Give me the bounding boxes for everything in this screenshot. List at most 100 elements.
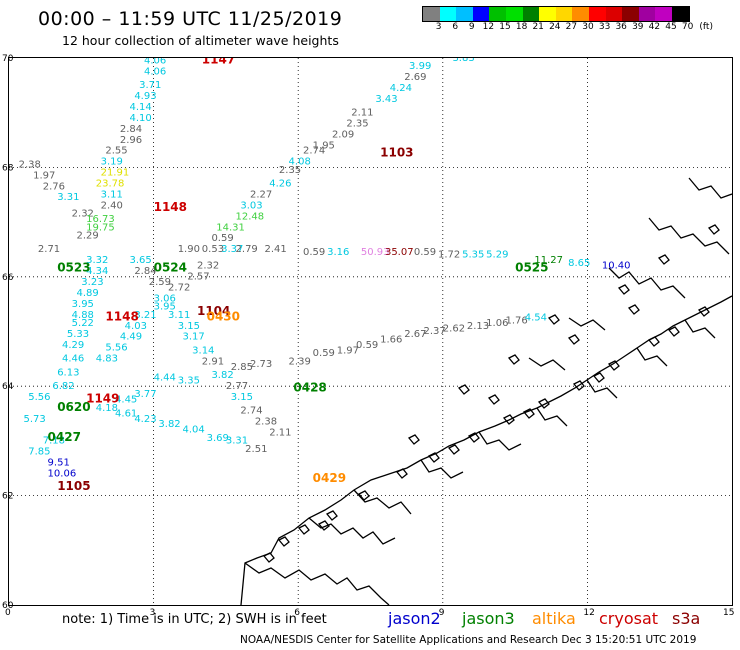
wave-height-value: 0.59 — [414, 247, 436, 258]
island-outline — [537, 398, 550, 409]
wave-height-value: 3.95 — [72, 299, 94, 310]
wave-height-value: 4.06 — [144, 58, 166, 66]
wave-height-value: 2.76 — [43, 181, 65, 192]
wave-height-value: 3.82 — [211, 370, 233, 381]
wave-height-value: 1.90 — [178, 244, 200, 255]
wave-height-value: 2.85 — [231, 362, 253, 373]
wave-height-value: 4.03 — [125, 321, 147, 332]
wave-height-value: 2.41 — [264, 244, 286, 255]
wave-height-value: 4.24 — [390, 83, 412, 94]
color-scale-tick-label: 12 — [482, 22, 495, 32]
island-outline — [572, 380, 585, 391]
track-time-label: 1103 — [380, 145, 413, 159]
island-outline — [707, 224, 720, 235]
color-scale-cell — [655, 7, 672, 21]
color-scale-tick-label: 6 — [452, 22, 459, 32]
wave-height-value: 4.49 — [120, 332, 142, 343]
track-time-label: 0525 — [515, 260, 548, 274]
island-outline — [647, 336, 660, 347]
coastline-segment — [568, 317, 606, 331]
island-outline — [447, 444, 460, 455]
island-outline — [502, 414, 515, 425]
wave-height-value: 4.44 — [154, 373, 176, 384]
coastline-segment — [536, 407, 568, 427]
wave-height-value: 4.45 — [115, 395, 137, 406]
map-panel: 3.83 3.99 2.69 4.24 3.43 2.11 2.35 2.09 1.95 2.74… — [8, 57, 733, 606]
wave-height-value: 3.21 — [134, 310, 156, 321]
wave-height-value: 4.08 — [289, 157, 311, 168]
track-time-label: 0620 — [57, 400, 90, 414]
wave-height-value: 4.14 — [130, 102, 152, 113]
wave-height-value: 2.79 — [236, 244, 258, 255]
color-scale-bar — [422, 6, 690, 22]
wave-height-value: 2.71 — [38, 244, 60, 255]
wave-height-value: 19.75 — [86, 222, 115, 233]
lon-tick-label: 0 — [5, 608, 11, 618]
coastline-segment — [586, 379, 618, 399]
island-outline — [567, 334, 580, 345]
page-subtitle: 12 hour collection of altimeter wave hei… — [62, 33, 339, 48]
wave-height-value: 2.57 — [187, 272, 209, 283]
wave-height-value: 5.33 — [67, 329, 89, 340]
wave-height-value: 4.83 — [96, 354, 118, 365]
color-scale-cell — [588, 7, 606, 21]
grid-lines — [9, 58, 732, 605]
wave-height-value: 2.77 — [226, 381, 248, 392]
wave-height-value: 8.65 — [568, 258, 590, 269]
wave-height-value: 2.67 — [404, 329, 426, 340]
track-time-label: 1148 — [105, 310, 138, 324]
wave-height-value: 10.06 — [48, 468, 77, 479]
wave-height-value: 11.27 — [534, 255, 563, 266]
wave-height-value: 2.74 — [303, 146, 325, 157]
wave-height-value: 5.22 — [72, 318, 94, 329]
coastline-segment — [688, 177, 732, 199]
track-time-label: 0429 — [313, 471, 346, 485]
wave-height-value: 0.59 — [303, 247, 325, 258]
wave-height-value: 4.23 — [134, 414, 156, 425]
footer-credit: NOAA/NESDIS Center for Satellite Applica… — [240, 634, 697, 646]
coastline-segment — [608, 267, 686, 299]
island-outline — [467, 432, 480, 443]
wave-height-value: 3.83 — [452, 58, 474, 64]
wave-height-value: 6.13 — [57, 367, 79, 378]
wave-height-value: 2.84 — [120, 124, 142, 135]
wave-height-value: 1.76 — [505, 315, 527, 326]
lon-tick-label: 12 — [583, 608, 594, 618]
wave-height-value: 3.15 — [178, 321, 200, 332]
wave-height-value: 3.11 — [101, 189, 123, 200]
wave-height-value: 1.72 — [438, 250, 460, 261]
wave-height-value: 1.97 — [33, 170, 55, 181]
wave-height-value: 0.59 — [356, 340, 378, 351]
wave-height-value: 3.71 — [139, 80, 161, 91]
track-time-label: 1149 — [86, 392, 119, 406]
wave-height-value: 14.31 — [216, 222, 245, 233]
wave-height-value: 3.43 — [375, 94, 397, 105]
island-outline — [592, 372, 605, 383]
wave-height-value: 3.35 — [178, 375, 200, 386]
island-outline — [522, 408, 535, 419]
wave-height-value: 2.27 — [250, 189, 272, 200]
wave-height-value: 0.59 — [313, 348, 335, 359]
track-time-label: 1104 — [197, 304, 230, 318]
wave-height-value: 3.65 — [130, 255, 152, 266]
color-scale-tick-label: 15 — [499, 22, 511, 32]
track-time-label: 0427 — [48, 430, 81, 444]
wave-height-value: 4.10 — [130, 113, 152, 124]
wave-height-value: 5.73 — [23, 414, 45, 425]
wave-height-value: 2.74 — [240, 406, 262, 417]
track-time-label: 1147 — [202, 58, 235, 66]
wave-height-value: 4.06 — [144, 66, 166, 77]
color-scale-tick-label: 33 — [598, 22, 611, 32]
wave-height-value: 9.51 — [48, 458, 70, 469]
color-scale-cell — [472, 7, 490, 21]
coastline — [240, 177, 732, 605]
island-outline — [607, 360, 620, 371]
island-outline — [325, 510, 338, 521]
wave-height-value: 2.91 — [202, 356, 224, 367]
wave-height-value: 2.72 — [168, 282, 190, 293]
wave-height-value: 3.11 — [168, 310, 190, 321]
wave-height-value: 4.93 — [134, 91, 156, 102]
island-outline — [547, 314, 560, 325]
wave-height-value: 4.46 — [62, 354, 84, 365]
wave-height-value: 2.09 — [332, 129, 354, 140]
